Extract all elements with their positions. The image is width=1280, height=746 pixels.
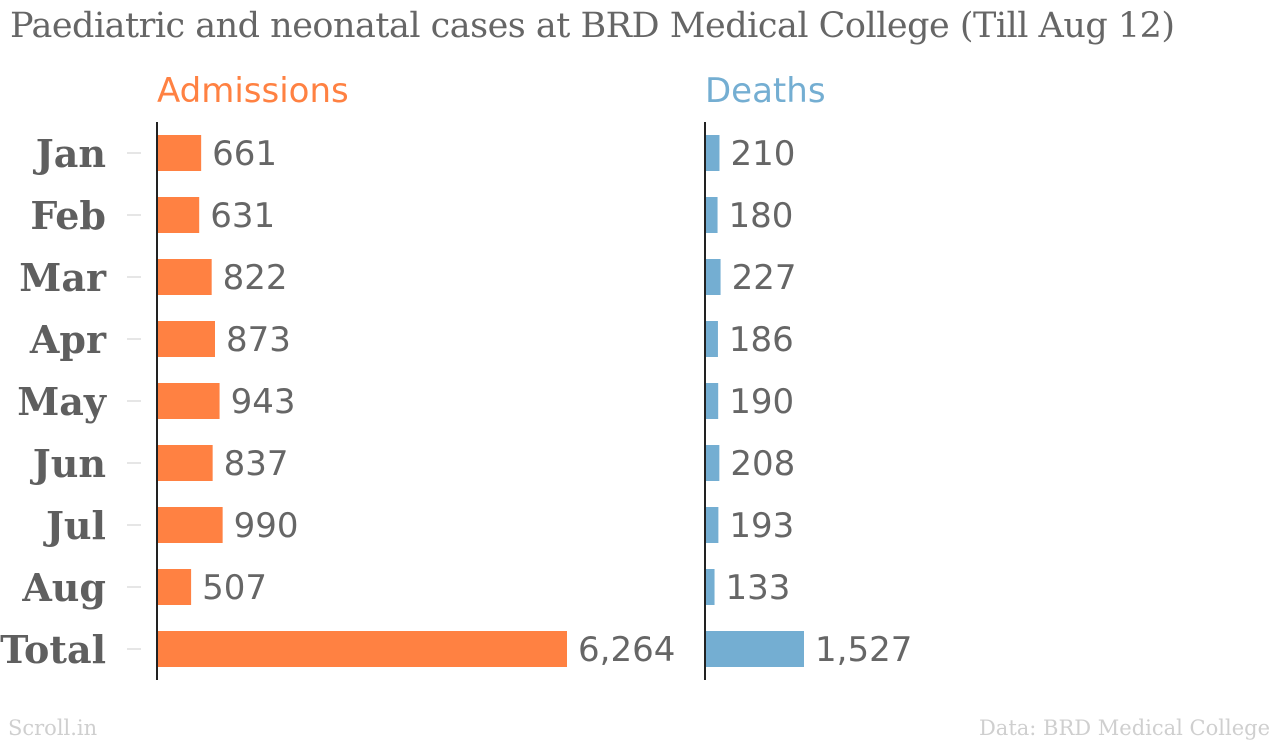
bar (158, 135, 202, 171)
bar (706, 321, 718, 357)
data-label: 133 (726, 568, 791, 608)
bar (706, 569, 715, 605)
bar (158, 321, 216, 357)
bar (158, 569, 192, 605)
data-label: 180 (729, 196, 794, 236)
data-label: 943 (231, 382, 296, 422)
category-label: Feb (30, 193, 106, 238)
bar (706, 383, 719, 419)
data-label: 631 (210, 196, 275, 236)
bar (706, 631, 804, 667)
category-label: Total (0, 627, 106, 672)
data-label: 507 (202, 568, 267, 608)
bar (158, 445, 213, 481)
category-label: May (17, 379, 107, 424)
category-label: Jul (43, 503, 106, 548)
data-label: 210 (730, 134, 795, 174)
bar (706, 135, 720, 171)
data-label: 190 (729, 382, 794, 422)
bar (158, 631, 567, 667)
data-label: 822 (223, 258, 288, 298)
data-label: 6,264 (578, 630, 675, 670)
category-label: Jan (33, 131, 106, 176)
data-label: 661 (212, 134, 277, 174)
category-label: Mar (19, 255, 107, 300)
bar (706, 445, 720, 481)
series-header: Admissions (157, 71, 349, 111)
data-label: 186 (729, 320, 794, 360)
bar (158, 197, 200, 233)
category-label: Apr (29, 317, 107, 362)
bar (706, 197, 718, 233)
category-label: Jun (30, 441, 106, 486)
data-credit: Data: BRD Medical College (978, 716, 1270, 740)
chart-title: Paediatric and neonatal cases at BRD Med… (10, 6, 1175, 46)
data-label: 873 (226, 320, 291, 360)
series-header: Deaths (705, 71, 826, 111)
data-label: 837 (224, 444, 289, 484)
bar (158, 259, 212, 295)
bar (706, 507, 719, 543)
bar (158, 507, 223, 543)
category-label: Aug (21, 565, 106, 610)
source-brand: Scroll.in (8, 716, 98, 740)
data-label: 990 (234, 506, 299, 546)
bar (706, 259, 721, 295)
data-label: 193 (729, 506, 794, 546)
data-label: 227 (732, 258, 797, 298)
data-label: 208 (730, 444, 795, 484)
data-label: 1,527 (815, 630, 912, 670)
bar (158, 383, 220, 419)
